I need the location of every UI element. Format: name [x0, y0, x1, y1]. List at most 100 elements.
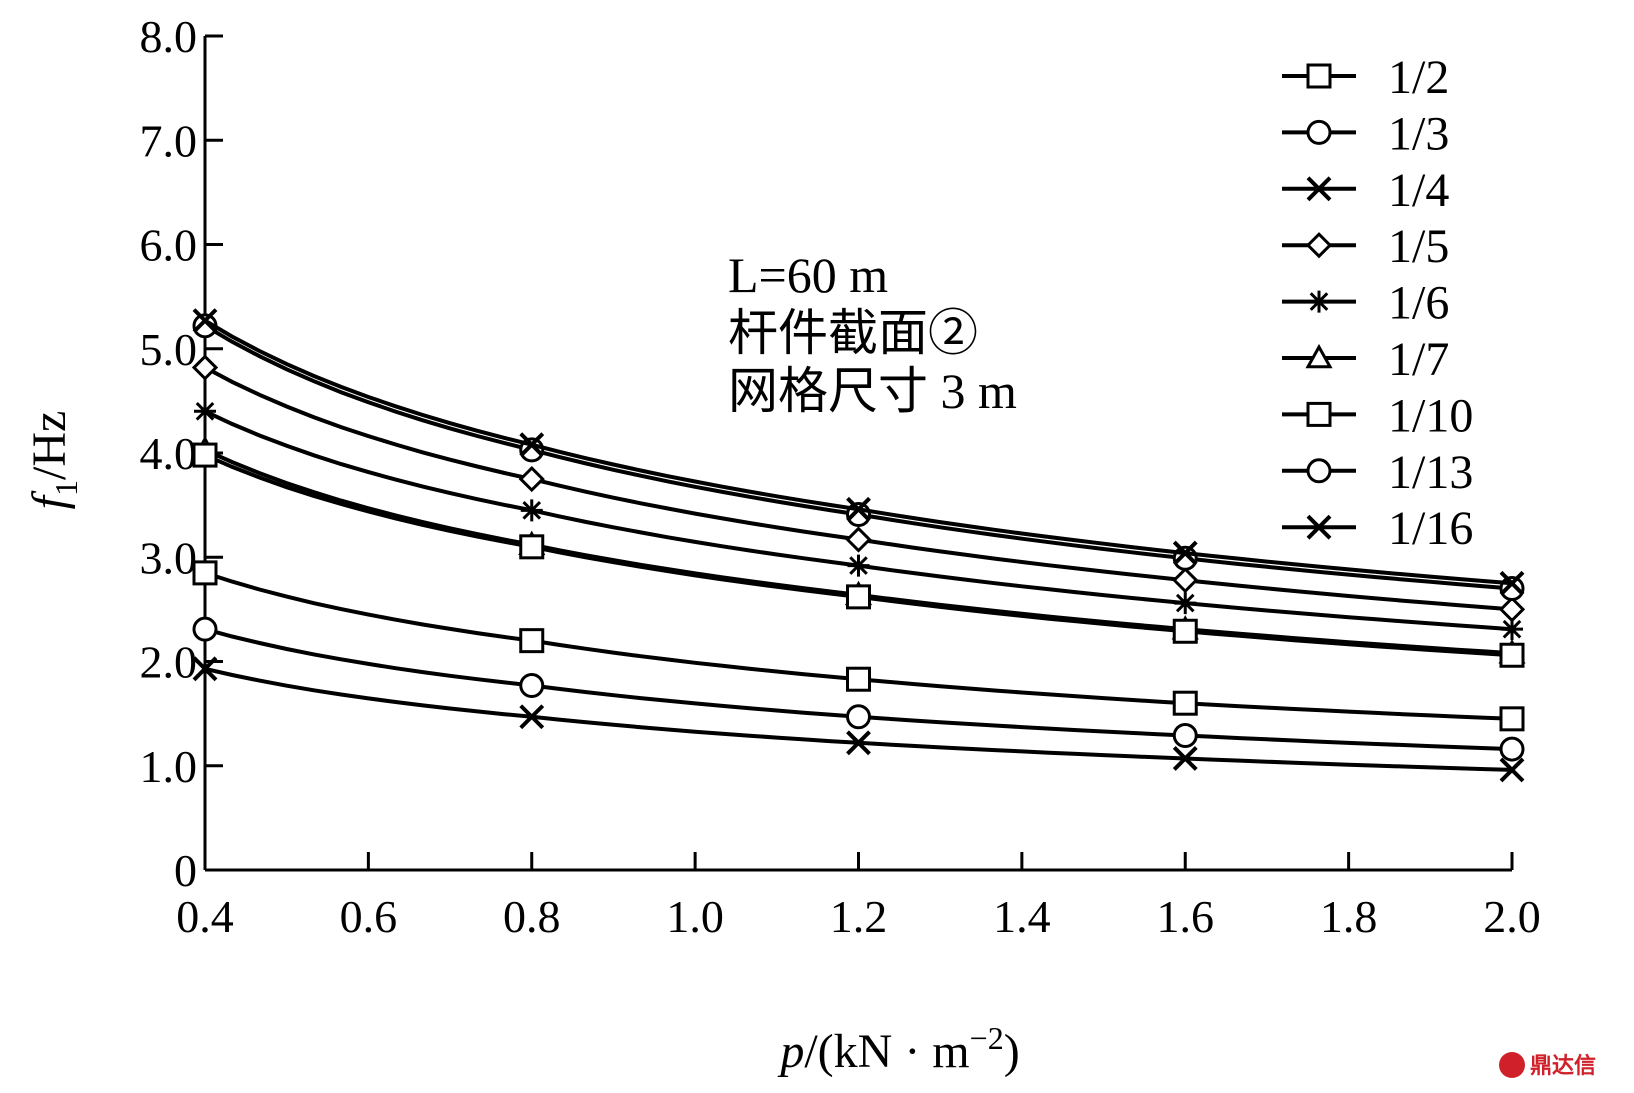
data-point — [518, 465, 545, 493]
data-point — [845, 526, 872, 553]
y-tick-label: 4.0 — [140, 428, 198, 479]
watermark: 鼎达信 — [1499, 1052, 1596, 1079]
data-point — [519, 534, 545, 560]
data-point — [192, 616, 218, 642]
legend-item-1-13: 1/13 — [1282, 446, 1473, 499]
series-1-10 — [192, 442, 1525, 668]
data-point — [191, 354, 219, 381]
data-point — [1305, 232, 1333, 259]
data-point — [846, 496, 871, 522]
data-point — [520, 499, 543, 522]
x-axis-title-close: ) — [1004, 1025, 1020, 1078]
series-1-3 — [192, 616, 1525, 762]
x-tick-label: 0.6 — [340, 891, 398, 942]
series-1-5 — [191, 354, 1526, 623]
data-point — [1172, 746, 1198, 771]
x-tick-label: 1.8 — [1320, 891, 1378, 942]
data-point — [1172, 618, 1198, 644]
legend-item-1-10: 1/10 — [1282, 389, 1473, 442]
x-tick-label: 0.4 — [176, 891, 234, 942]
legend-item-1-4: 1/4 — [1282, 164, 1449, 217]
series-1-4 — [192, 656, 1525, 783]
y-axis-title: f1/Hz — [23, 411, 84, 510]
data-point — [1499, 570, 1525, 596]
data-point — [1172, 690, 1198, 716]
x-tick-label: 2.0 — [1483, 891, 1541, 942]
y-tick-label: 3.0 — [140, 532, 198, 583]
legend-item-1-2: 1/2 — [1282, 51, 1449, 104]
data-point — [1305, 343, 1333, 369]
data-point — [1172, 567, 1199, 594]
x-tick-label: 0.8 — [503, 891, 561, 942]
data-point — [1306, 63, 1332, 89]
data-point — [1499, 736, 1525, 762]
legend-item-1-6: 1/6 — [1282, 277, 1449, 330]
data-point — [1174, 592, 1197, 615]
data-point — [519, 704, 545, 730]
legend: 1/21/31/41/51/61/71/101/131/16 — [1282, 51, 1473, 555]
watermark-text: 鼎达信 — [1530, 1053, 1596, 1079]
data-point — [846, 666, 871, 692]
data-point — [846, 584, 871, 610]
data-point — [1306, 514, 1332, 540]
legend-item-1-5: 1/5 — [1282, 220, 1449, 273]
data-point — [1306, 401, 1332, 427]
series-1-13 — [192, 313, 1525, 602]
data-point — [194, 400, 216, 423]
x-tick-label: 1.0 — [666, 891, 724, 942]
y-tick-label: 0 — [174, 845, 197, 896]
series-1-2 — [192, 560, 1525, 732]
data-point — [192, 442, 218, 468]
x-axis-title-sup: −2 — [970, 1020, 1004, 1056]
legend-item-1-7: 1/7 — [1282, 333, 1449, 386]
annotation: L=60 m 杆件截面② 网格尺寸 3 m — [728, 247, 1017, 419]
data-point — [1499, 642, 1525, 668]
data-point — [1308, 290, 1330, 313]
data-point — [846, 704, 871, 730]
legend-label: 1/6 — [1388, 277, 1449, 330]
data-point — [1172, 723, 1198, 749]
data-point — [846, 730, 871, 756]
y-tick-label: 2.0 — [140, 637, 198, 688]
data-point — [1306, 176, 1332, 202]
legend-item-1-16: 1/16 — [1282, 502, 1473, 555]
data-point — [192, 656, 218, 682]
legend-label: 1/4 — [1388, 164, 1449, 217]
y-axis-title-unit: /Hz — [23, 411, 76, 480]
legend-label: 1/7 — [1388, 333, 1449, 386]
series-1-16 — [192, 308, 1525, 596]
legend-label: 1/16 — [1388, 502, 1473, 555]
data-point — [519, 432, 545, 458]
y-axis-title-sub: 1 — [48, 480, 84, 496]
series-1-6 — [194, 400, 1523, 641]
y-tick-label: 1.0 — [140, 741, 198, 792]
y-tick-label: 7.0 — [140, 115, 198, 166]
legend-label: 1/10 — [1388, 389, 1473, 442]
data-point — [1499, 757, 1525, 783]
data-point — [1501, 618, 1523, 641]
data-point — [519, 672, 545, 698]
legend-label: 1/3 — [1388, 107, 1449, 160]
series-layer — [191, 308, 1526, 783]
annotation-line-2: 杆件截面② — [728, 305, 978, 361]
data-point — [847, 554, 870, 577]
x-tick-label: 1.4 — [993, 891, 1051, 942]
y-tick-label: 5.0 — [140, 324, 198, 375]
x-tick-label: 1.6 — [1157, 891, 1215, 942]
legend-label: 1/13 — [1388, 446, 1473, 499]
watermark-logo-icon — [1499, 1052, 1525, 1078]
legend-label: 1/2 — [1388, 51, 1449, 104]
data-point — [1498, 596, 1526, 623]
data-point — [192, 308, 218, 334]
annotation-line-3: 网格尺寸 3 m — [728, 363, 1017, 419]
data-point — [519, 628, 545, 654]
data-point — [1306, 119, 1332, 145]
data-point — [1499, 706, 1525, 732]
x-axis-title: p/(kN · m−2) — [777, 1020, 1019, 1078]
y-tick-label: 8.0 — [140, 11, 198, 62]
axes: 0.4 0.6 0.8 1.0 1.2 1.4 1.6 1.8 2.0 0 1.0 2.0 3.0 4.0… — [140, 11, 1541, 942]
data-point — [1306, 458, 1332, 484]
y-tick-label: 6.0 — [140, 220, 198, 271]
data-point — [192, 560, 218, 586]
